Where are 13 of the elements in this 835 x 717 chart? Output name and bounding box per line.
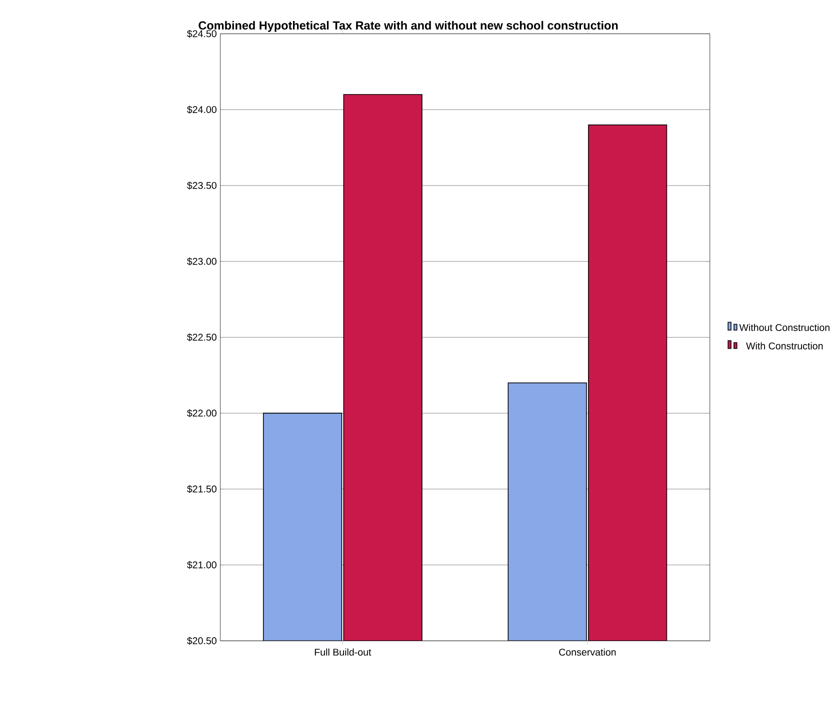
y-tick-label: $21.50 (187, 485, 216, 494)
y-tick-label: $24.50 (187, 30, 216, 38)
y-tick-label: $22.00 (187, 409, 216, 418)
y-tick-label: $23.50 (187, 182, 216, 190)
y-tick-label: $21.00 (187, 561, 216, 570)
legend-label: With Construction (746, 342, 823, 350)
y-tick-label: $20.50 (187, 637, 216, 645)
x-tick-label: Full Build-out (314, 648, 372, 656)
y-tick-label: $22.50 (187, 333, 216, 342)
y-tick-label: $23.00 (187, 258, 216, 266)
legend-label: Without Construction (739, 324, 830, 332)
y-tick-label: $24.00 (187, 106, 216, 114)
x-tick-label: Conservation (559, 648, 616, 656)
